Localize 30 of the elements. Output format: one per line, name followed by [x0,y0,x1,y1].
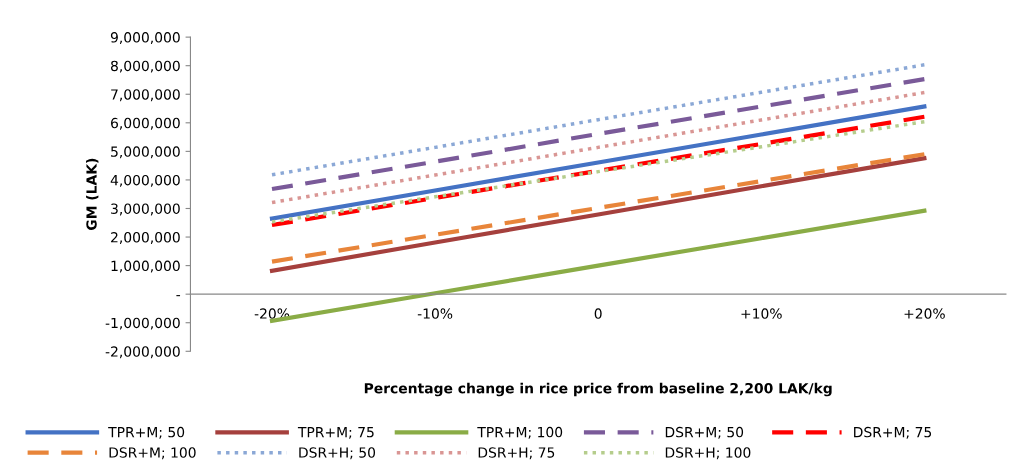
y-tick-label: 4,000,000 [110,174,180,187]
x-tick-label: -10% [417,308,453,319]
y-tick-label: 5,000,000 [111,146,180,159]
y-tick-label: -1,000,000 [105,317,180,330]
line-series [270,90,927,205]
legend-label: DSR+M; 100 [109,447,196,460]
legend-label: TPR+M; 75 [297,427,374,439]
legend-label: TPR+M; 100 [477,426,563,439]
x-tick-label: +20% [904,308,945,319]
legend-label: DSR+M; 75 [854,426,932,439]
legend-label: DSR+M; 50 [665,426,744,439]
legend-label: DSR+H; 75 [478,447,555,460]
line-series [270,63,927,177]
line-series [269,77,927,192]
x-axis-title: Percentage change in rice price from baseline 2,200 LAK/kg [364,382,832,397]
legend-label: DSR+H; 50 [299,447,376,460]
y-tick-label: - [176,295,181,297]
y-tick-label: 2,000,000 [111,232,180,244]
y-tick-label: 7,000,000 [111,89,180,102]
legend-label: TPR+M; 50 [108,426,185,439]
y-tick-label: -2,000,000 [105,346,180,359]
y-tick-label: 8,000,000 [110,60,180,73]
y-axis-title: GM (LAK) [86,158,99,231]
y-tick-label: 1,000,000 [111,260,180,273]
legend-label: DSR+H; 100 [665,447,751,460]
y-tick-label: 3,000,000 [111,203,180,216]
y-tick-label: 6,000,000 [111,117,180,130]
x-tick-label: 0 [594,308,602,319]
x-tick-label: +10% [741,308,782,319]
y-tick-label: 9,000,000 [110,32,180,45]
